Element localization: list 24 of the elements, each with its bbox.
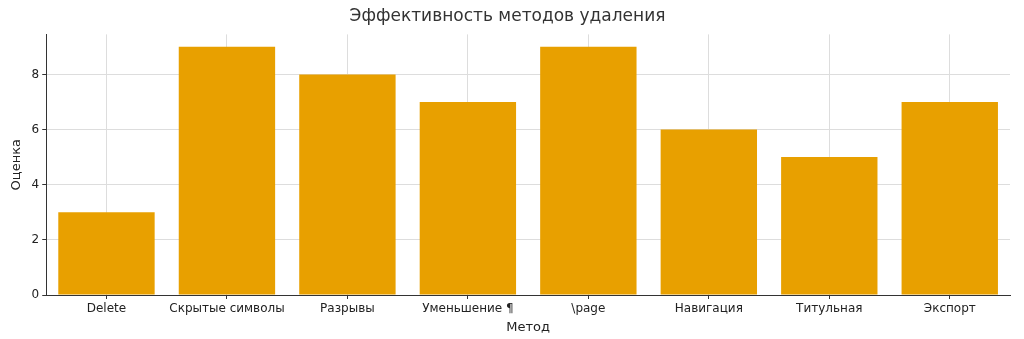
x-tick-label: Разрывы — [320, 301, 375, 316]
x-axis-title: Метод — [506, 318, 550, 334]
x-tick-label: \page — [571, 301, 606, 316]
bar — [299, 74, 396, 295]
x-tick-label: Скрытые символы — [169, 301, 285, 316]
x-tick-label: Экспорт — [923, 301, 976, 316]
bar — [419, 101, 517, 295]
bar — [660, 129, 758, 295]
y-axis-title: Оценка — [8, 139, 24, 191]
y-tick-label: 0 — [31, 287, 40, 302]
y-tick-label: 6 — [31, 121, 40, 136]
x-tick-label: Уменьшение ¶ — [422, 301, 514, 316]
x-tick-label: Титульная — [795, 301, 863, 316]
x-tick-label: Навигация — [674, 301, 743, 316]
bar — [540, 46, 637, 295]
bar — [58, 212, 155, 295]
y-tick-label: 2 — [31, 231, 40, 246]
chart-title: Эффективность методов удаления — [349, 4, 666, 25]
y-tick-label: 4 — [31, 176, 40, 191]
y-tick-label: 8 — [31, 66, 40, 81]
bar — [781, 157, 878, 295]
bar — [901, 101, 998, 295]
x-tick-label: Delete — [86, 301, 127, 316]
bar — [178, 46, 276, 295]
